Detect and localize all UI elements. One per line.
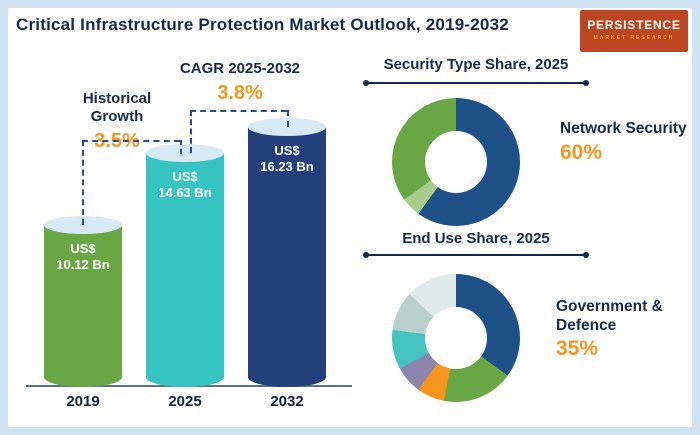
cylinder-top bbox=[248, 118, 326, 136]
bar-value-label: US$ 16.23 Bn bbox=[260, 143, 314, 175]
dashed-connector bbox=[82, 140, 180, 142]
dashed-connector bbox=[190, 110, 192, 153]
security-share-donut bbox=[392, 98, 520, 226]
end-use-share-divider bbox=[363, 252, 589, 258]
cylinder-top bbox=[44, 216, 122, 234]
donut-hole bbox=[425, 131, 487, 193]
security-share-heading: Security Type Share, 2025 bbox=[383, 56, 569, 73]
cylinder-top bbox=[146, 144, 224, 162]
brand-tagline: MARKET RESEARCH bbox=[593, 35, 675, 41]
annotation-label: CAGR 2025-2032 bbox=[179, 60, 301, 77]
callout-value: 60% bbox=[560, 140, 603, 164]
year-label-2032: 2032 bbox=[270, 393, 304, 410]
bar-value-label: US$ 14.63 Bn bbox=[158, 169, 212, 201]
annotation-label: Historical Growth bbox=[82, 90, 152, 125]
brand-name: PERSISTENCE bbox=[587, 18, 681, 32]
end-use-share-callout: Government & Defence 35% bbox=[556, 298, 696, 361]
dashed-connector bbox=[287, 110, 289, 127]
dashed-connector bbox=[82, 140, 84, 225]
bar-2032: US$ 16.23 Bn bbox=[248, 118, 326, 387]
bar-2019: US$ 10.12 Bn bbox=[44, 216, 122, 387]
historical-growth-annotation: Historical Growth 3.5% bbox=[72, 90, 162, 153]
page-title: Critical Infrastructure Protection Marke… bbox=[16, 15, 509, 34]
end-use-share-heading: End Use Share, 2025 bbox=[402, 230, 550, 247]
callout-label: Network Security bbox=[560, 120, 687, 137]
dashed-connector bbox=[190, 110, 287, 112]
end-use-share-donut bbox=[392, 274, 520, 402]
bar-2025: US$ 14.63 Bn bbox=[146, 144, 224, 387]
security-share-divider bbox=[363, 80, 589, 86]
callout-label: Government & Defence bbox=[556, 298, 663, 334]
bar-value-label: US$ 10.12 Bn bbox=[56, 241, 110, 273]
year-label-2025: 2025 bbox=[168, 393, 202, 410]
annotation-value: 3.8% bbox=[217, 82, 263, 104]
dashed-connector bbox=[180, 140, 182, 154]
year-label-2019: 2019 bbox=[66, 393, 100, 410]
content-panel bbox=[8, 8, 692, 427]
donut-hole bbox=[425, 307, 487, 369]
security-share-callout: Network Security 60% bbox=[560, 120, 692, 165]
callout-value: 35% bbox=[556, 337, 599, 361]
cagr-annotation: CAGR 2025-2032 3.8% bbox=[170, 60, 310, 105]
brand-logo: PERSISTENCE MARKET RESEARCH bbox=[580, 10, 688, 52]
